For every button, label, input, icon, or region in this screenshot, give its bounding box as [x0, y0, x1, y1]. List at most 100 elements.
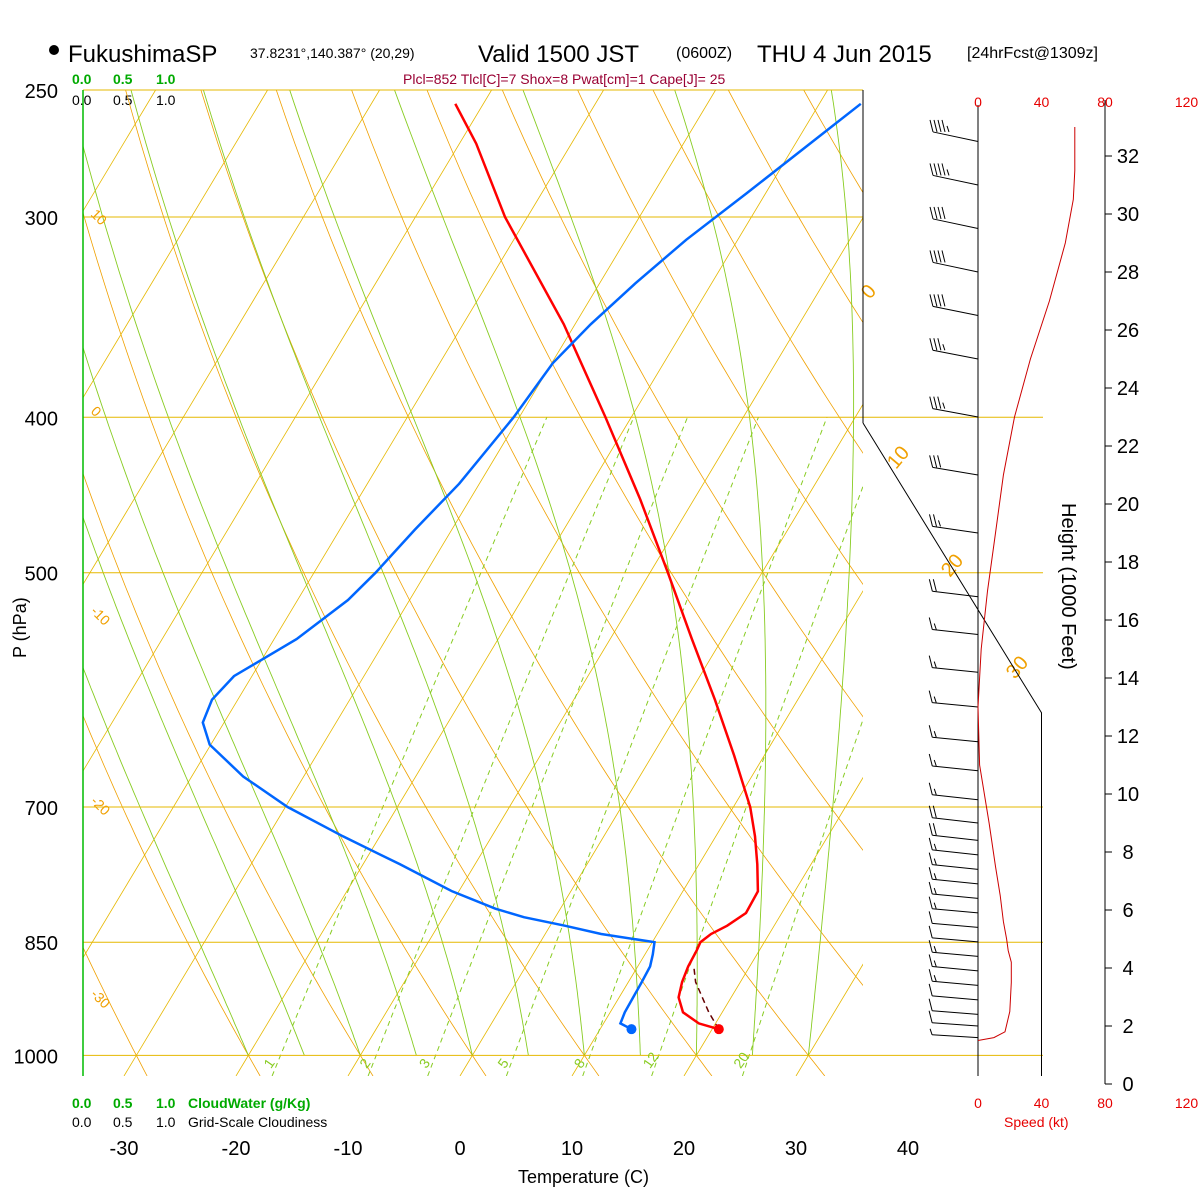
theta-label: -20	[88, 793, 114, 819]
wind-barb	[928, 617, 979, 635]
moist-adiabat-line	[674, 90, 767, 1056]
speed-tick-label-top: 120	[1175, 94, 1199, 110]
stability-indices: Plcl=852 Tlcl[C]=7 Shox=8 Pwat[cm]=1 Cap…	[403, 71, 726, 87]
moist-adiabats	[83, 90, 855, 1056]
cloudiness-label: Grid-Scale Cloudiness	[188, 1114, 327, 1130]
dry-adiabat-line	[83, 946, 148, 1076]
moist-adiabat-line	[394, 90, 641, 1056]
moist-adiabat-line	[83, 666, 249, 1056]
dry-adiabat-line	[83, 211, 487, 1076]
dry-adiabat-line	[426, 90, 863, 851]
mixing-ratio-label: 1	[260, 1055, 278, 1071]
speed-axis-label: Speed (kt)	[1004, 1114, 1069, 1130]
height-tick-label: 20	[1117, 494, 1139, 516]
height-tick-label: 28	[1117, 262, 1139, 284]
wind-barb	[928, 725, 979, 743]
cl-bottom-2: 1.0	[156, 1114, 176, 1130]
valid-date: THU 4 Jun 2015	[757, 41, 932, 68]
wind-barb	[928, 514, 979, 534]
x-axis-label: Temperature (C)	[518, 1167, 649, 1187]
wind-barb	[928, 867, 979, 885]
moist-adiabat-line	[83, 144, 417, 1056]
plot-frame	[82, 90, 1042, 1076]
speed-tick-label-top: 0	[974, 94, 982, 110]
pressure-tick-labels: 1000 850 700 500 400 300 250	[14, 81, 59, 1068]
wind-barb	[928, 690, 979, 708]
surface-dewpoint-point	[626, 1024, 637, 1035]
thetae-label: 10	[883, 442, 914, 473]
temperature-tick-label: -20	[222, 1138, 251, 1160]
height-tick-label: 26	[1117, 320, 1139, 342]
temperature-tick-label: -10	[334, 1138, 363, 1160]
theta-label: -30	[88, 986, 114, 1012]
wind-barbs	[928, 119, 979, 1039]
moist-adiabat-line	[130, 90, 473, 1056]
height-tick-label: 8	[1122, 842, 1133, 864]
station-dot-icon	[49, 45, 59, 55]
dewpoint-trace	[201, 102, 862, 1031]
isotherm-line	[83, 90, 156, 212]
mixing-ratio-lines	[271, 417, 863, 1076]
wind-barb	[929, 119, 979, 142]
height-tick-label: 30	[1117, 204, 1139, 226]
height-tick-label: 14	[1117, 668, 1139, 690]
dry-adiabat-line	[727, 90, 863, 324]
height-tick-label: 12	[1117, 726, 1139, 748]
height-tick-label: 0	[1122, 1074, 1133, 1096]
wind-barb	[928, 998, 979, 1015]
wind-barb	[928, 1010, 979, 1027]
isotherm-line	[235, 90, 828, 1076]
wind-barb	[928, 753, 979, 772]
moist-adiabat-line	[83, 346, 361, 1056]
isotherm-line	[683, 776, 863, 1076]
isotherm-line	[123, 90, 716, 1076]
mixing-ratio-label: 3	[416, 1055, 434, 1071]
dry-adiabat-line	[83, 472, 374, 1076]
dry-adiabat-line	[577, 90, 863, 586]
wind-barb	[928, 896, 979, 914]
speed-tick-label-bottom: 120	[1175, 1095, 1199, 1111]
mixing-ratio-line	[367, 417, 635, 1076]
wind-barb	[928, 782, 979, 801]
station-name: FukushimaSP	[68, 41, 217, 68]
cw-top-2: 1.0	[156, 71, 176, 87]
isotherm-line	[795, 963, 863, 1076]
theta-label: 10	[88, 206, 110, 228]
thetae-label: 20	[937, 550, 968, 581]
dry-adiabat-line	[275, 90, 826, 1076]
isotherm-line	[83, 90, 492, 772]
utc-time: (0600Z)	[676, 45, 732, 62]
cl-top-2: 1.0	[156, 92, 176, 108]
cw-top-0: 0.0	[72, 71, 92, 87]
temperature-tick-label: 0	[454, 1138, 465, 1160]
mixing-ratio-label: 5	[494, 1055, 512, 1071]
parcel-trace	[693, 966, 720, 1030]
temperature-trace	[454, 103, 760, 1031]
dry-adiabat-line	[200, 90, 713, 1076]
pressure-tick-label: 500	[25, 564, 58, 586]
moist-adiabat-line	[202, 90, 529, 1056]
speed-tick-label-top: 80	[1097, 94, 1113, 110]
speed-tick-label-bottom: 0	[974, 1095, 982, 1111]
height-tick-label: 16	[1117, 610, 1139, 632]
wind-barb	[929, 1028, 979, 1039]
wind-barb	[928, 911, 979, 928]
isotherms	[83, 90, 863, 1076]
valid-time: Valid 1500 JST	[478, 41, 639, 68]
wind-barb	[929, 294, 979, 316]
cloudwater-scale-bottom: 0.0 0.5 1.0 CloudWater (g/Kg)	[72, 1095, 310, 1111]
dry-adiabat-line	[351, 90, 863, 987]
pressure-tick-label: 850	[25, 933, 58, 955]
cl-top-1: 0.5	[113, 92, 133, 108]
station-coords: 37.8231°,140.387° (20,29)	[250, 45, 415, 61]
speed-tick-label-bottom: 40	[1034, 1095, 1050, 1111]
cl-top-0: 0.0	[72, 92, 92, 108]
isotherm-line	[459, 403, 863, 1076]
wind-barb	[929, 455, 979, 476]
pressure-tick-label: 300	[25, 208, 58, 230]
temperature-tick-label: -30	[110, 1138, 139, 1160]
moist-adiabat-line	[522, 90, 698, 1056]
